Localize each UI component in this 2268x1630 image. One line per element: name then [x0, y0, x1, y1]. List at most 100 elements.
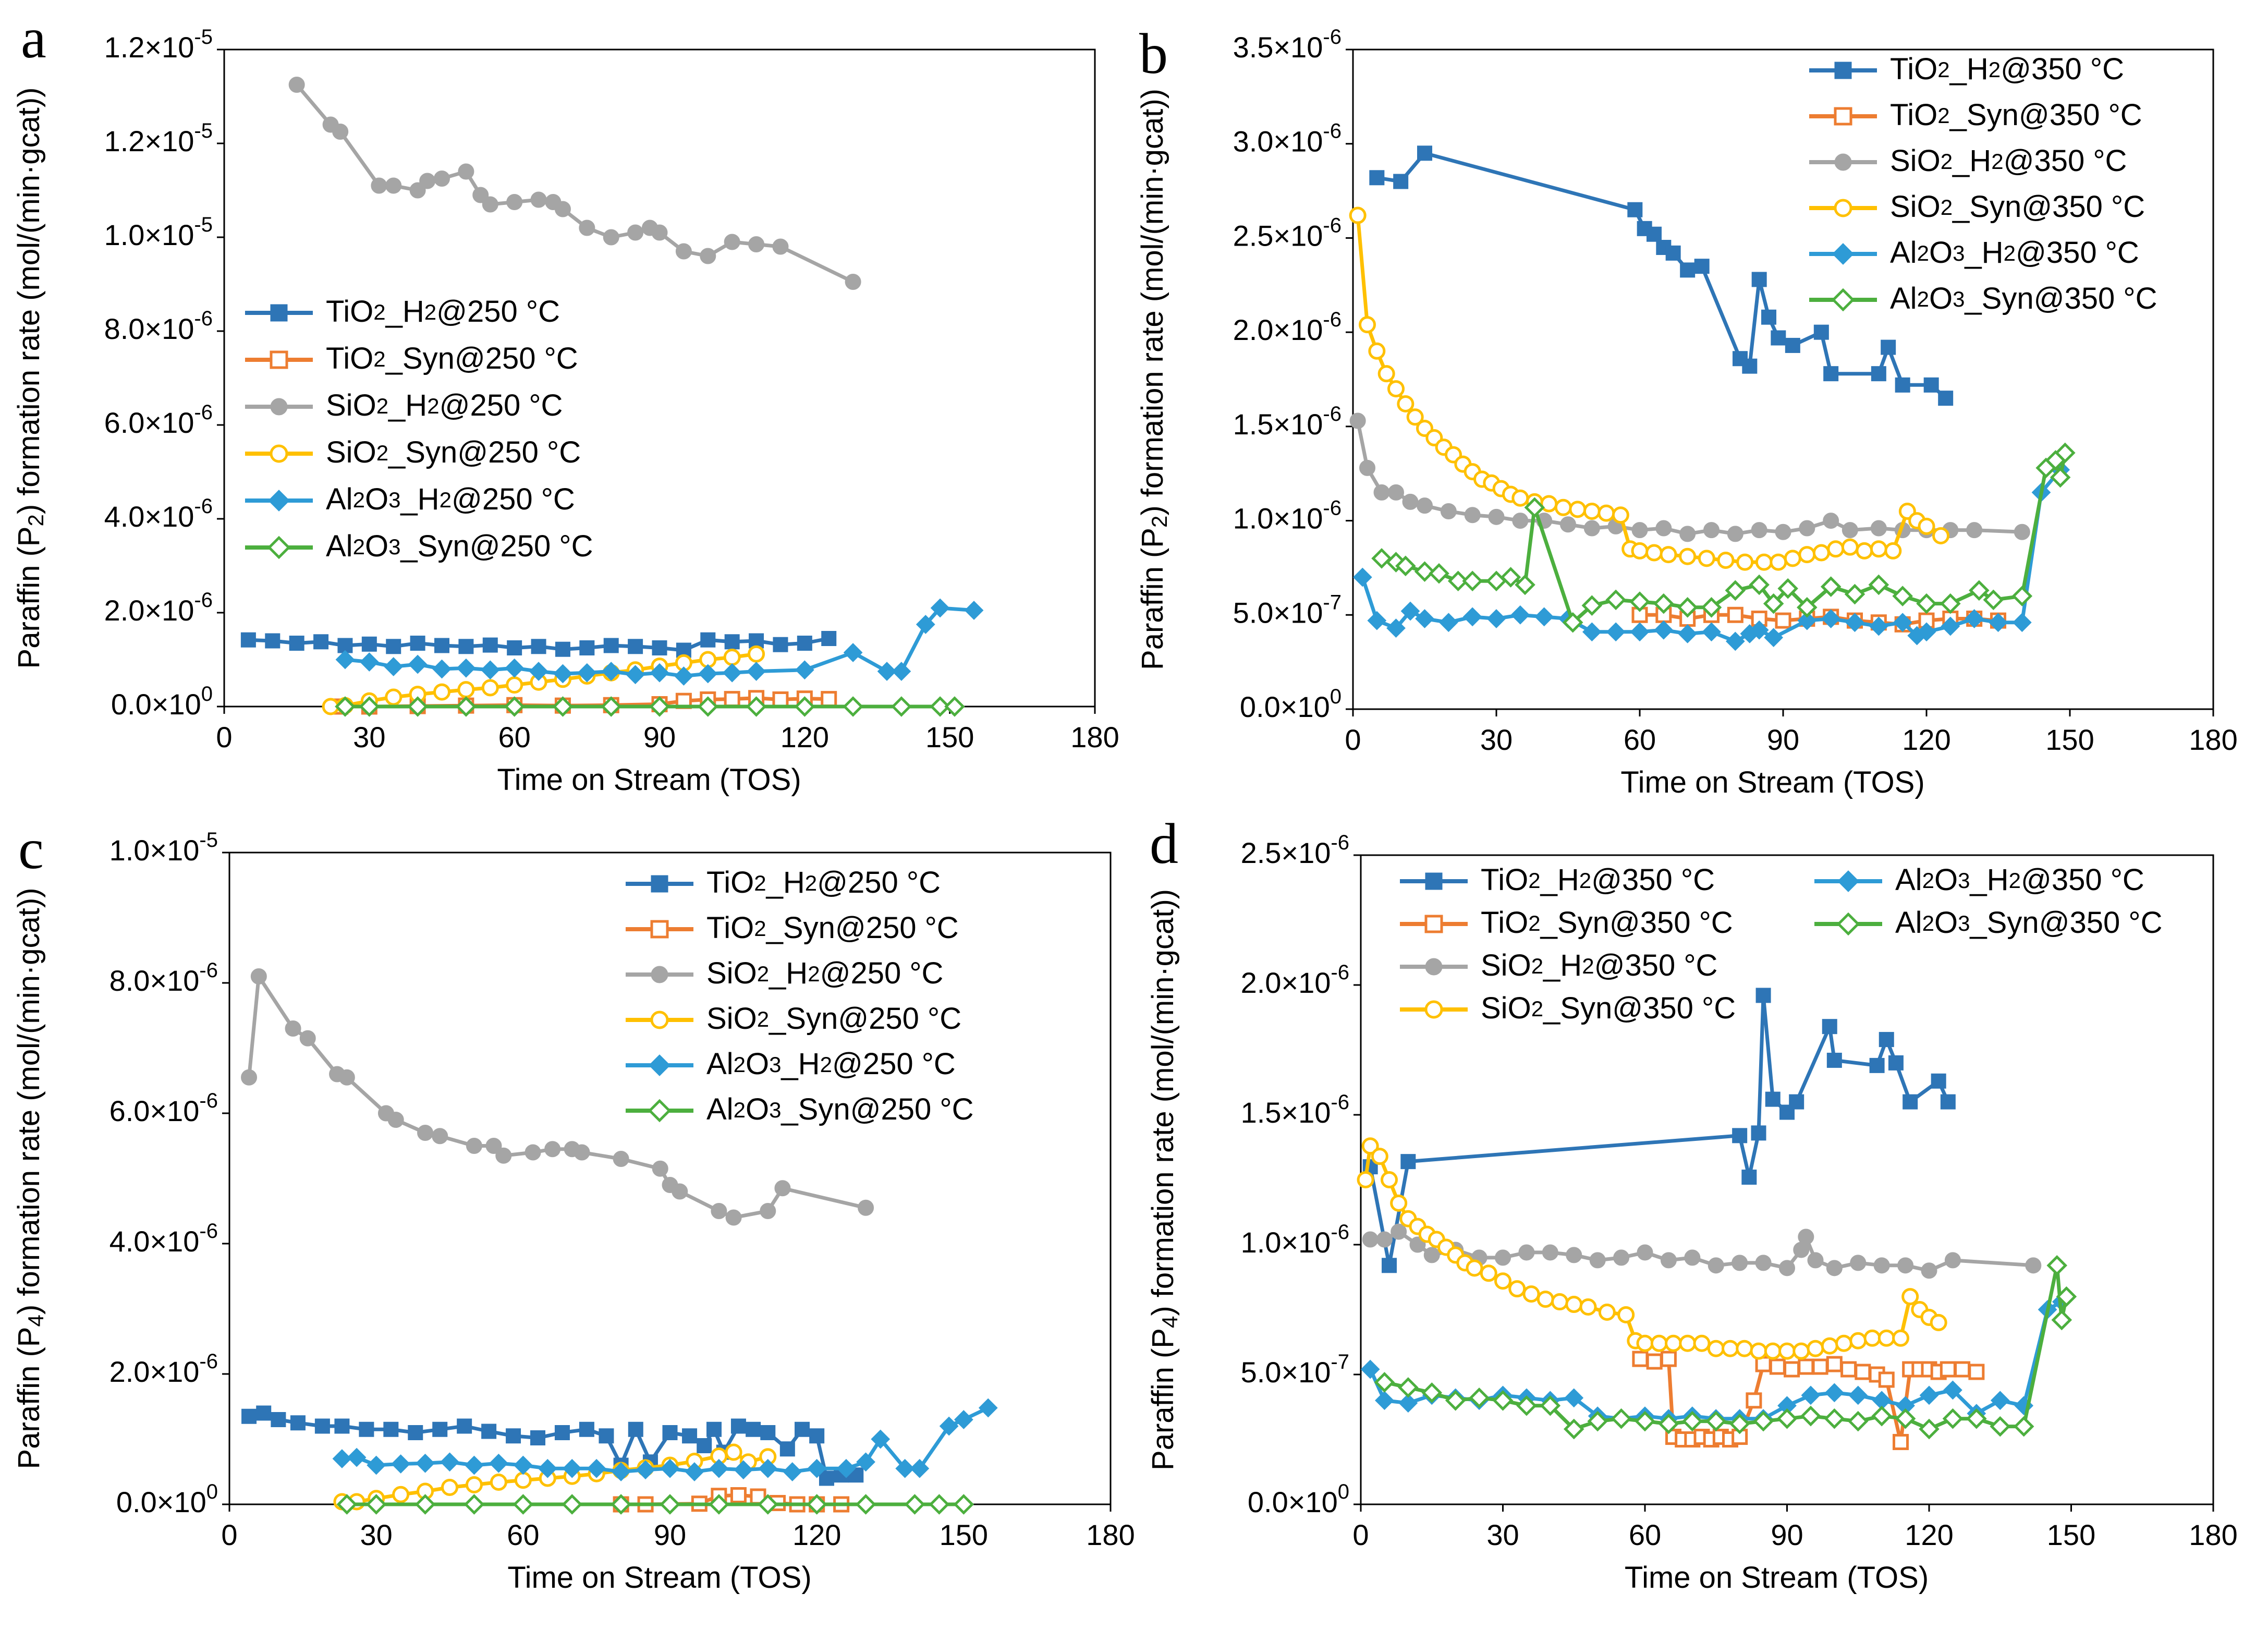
- data-point: [845, 274, 861, 290]
- legend-item: SiO2_Syn@250 °C: [245, 435, 581, 469]
- chart-panel-a: a 0.0×100 2.0×10-6 4.0×10-6 6.0×10-6 8.0×10-6…: [12, 6, 1119, 797]
- legend-label: TiO2_Syn@250 °C: [326, 342, 578, 375]
- data-point: [1751, 1125, 1766, 1141]
- data-point: [265, 633, 281, 649]
- data-point: [1445, 1390, 1466, 1411]
- data-point: [1826, 1260, 1843, 1276]
- data-point: [1793, 1342, 1810, 1360]
- data-point: [577, 663, 597, 683]
- data-point: [953, 1494, 974, 1515]
- x-tick-label: 90: [1771, 1518, 1803, 1551]
- data-point: [795, 660, 814, 680]
- data-point: [1842, 522, 1858, 539]
- data-point: [1869, 1057, 1885, 1073]
- data-point: [1878, 1371, 1895, 1388]
- data-point: [419, 173, 436, 189]
- data-point: [1727, 526, 1743, 542]
- legend-item: TiO2_Syn@250 °C: [626, 911, 959, 945]
- data-point: [1563, 1418, 1584, 1440]
- legend-item: Al2O3_H2@350 °C: [1814, 863, 2144, 897]
- legend-label: SiO2_Syn@350 °C: [1890, 190, 2145, 224]
- data-point: [1654, 620, 1674, 640]
- panel-letter: a: [21, 6, 46, 70]
- y-tick-label: 4.0×10-6: [109, 1220, 218, 1258]
- data-point: [599, 1428, 614, 1444]
- x-tick-label: 0: [221, 1518, 237, 1551]
- legend-marker: [1837, 870, 1859, 892]
- data-point: [367, 1455, 386, 1475]
- legend-label: SiO2_Syn@250 °C: [706, 1002, 961, 1036]
- legend-marker: [270, 444, 288, 463]
- data-point: [466, 1138, 482, 1154]
- legend-item: SiO2_Syn@350 °C: [1809, 190, 2145, 224]
- y-tick-label: 1.2×10-5: [104, 26, 213, 64]
- data-point: [1677, 597, 1698, 618]
- y-tick-label: 1.0×10-5: [109, 829, 218, 867]
- legend-label: Al2O3_H2@350 °C: [1890, 236, 2139, 270]
- data-point: [338, 1069, 355, 1086]
- series-al2o3-h2-250-c: [335, 598, 984, 686]
- data-point: [1771, 330, 1786, 346]
- data-point: [892, 662, 911, 681]
- data-point: [806, 1494, 827, 1515]
- data-point: [1863, 1329, 1881, 1347]
- data-point: [725, 1443, 742, 1461]
- data-point: [613, 1151, 629, 1167]
- data-point: [465, 1476, 483, 1493]
- legend-marker: [648, 1099, 672, 1123]
- series-al2o3-h2-350-c: [1360, 1292, 2071, 1429]
- data-point: [241, 1408, 257, 1424]
- data-point: [387, 1112, 404, 1128]
- data-point: [1777, 578, 1798, 599]
- data-point: [1579, 1298, 1597, 1316]
- data-point: [685, 1462, 704, 1481]
- legend-marker: [1424, 1000, 1443, 1019]
- y-tick-label: 2.0×10-6: [109, 1350, 218, 1388]
- data-point: [456, 658, 476, 678]
- data-point: [1969, 580, 1990, 601]
- x-tick-label: 30: [1480, 723, 1513, 756]
- data-point: [1919, 1418, 1940, 1440]
- data-point: [1646, 1353, 1663, 1370]
- data-point: [1801, 1385, 1821, 1405]
- x-axis-title: Time on Stream (TOS): [507, 1561, 811, 1595]
- data-point: [464, 1494, 485, 1515]
- data-point: [706, 1421, 722, 1437]
- legend-item: Al2O3_Syn@350 °C: [1814, 906, 2162, 940]
- data-point: [1966, 1408, 1987, 1429]
- data-point: [603, 638, 619, 653]
- data-point: [1732, 1128, 1748, 1144]
- data-point: [760, 1425, 776, 1440]
- data-point: [1660, 1252, 1677, 1269]
- data-point: [709, 1458, 729, 1478]
- legend-item: Al2O3_H2@350 °C: [1809, 236, 2139, 270]
- y-tick-label: 1.0×10-6: [1233, 496, 1342, 534]
- data-point: [1779, 1260, 1795, 1276]
- legend-item: Al2O3_Syn@250 °C: [626, 1092, 973, 1126]
- data-point: [1826, 1356, 1843, 1372]
- data-point: [365, 1494, 387, 1515]
- data-point: [795, 1421, 810, 1437]
- data-point: [1682, 1410, 1703, 1432]
- data-point: [1807, 1340, 1824, 1357]
- y-tick-label: 8.0×10-6: [109, 959, 218, 997]
- data-point: [1386, 618, 1406, 638]
- legend-marker: [1834, 107, 1852, 126]
- data-point: [1361, 1137, 1379, 1155]
- y-tick-label: 6.0×10-6: [109, 1089, 218, 1127]
- data-point: [1784, 1361, 1800, 1378]
- data-point: [650, 663, 669, 683]
- y-tick-label: 0.0×100: [111, 683, 213, 721]
- series-line: [1360, 468, 2063, 643]
- legend-marker: [651, 966, 668, 983]
- data-point: [530, 191, 547, 208]
- data-point: [481, 1424, 497, 1439]
- legend-marker: [1832, 243, 1854, 265]
- data-point: [409, 182, 426, 199]
- y-tick-label: 2.0×10-6: [1241, 961, 1349, 999]
- series-al2o3-syn-250-c: [335, 696, 965, 717]
- x-axis-title: Time on Stream (TOS): [497, 763, 801, 797]
- data-point: [1511, 489, 1529, 507]
- data-point: [1462, 607, 1482, 627]
- data-point: [392, 1486, 410, 1503]
